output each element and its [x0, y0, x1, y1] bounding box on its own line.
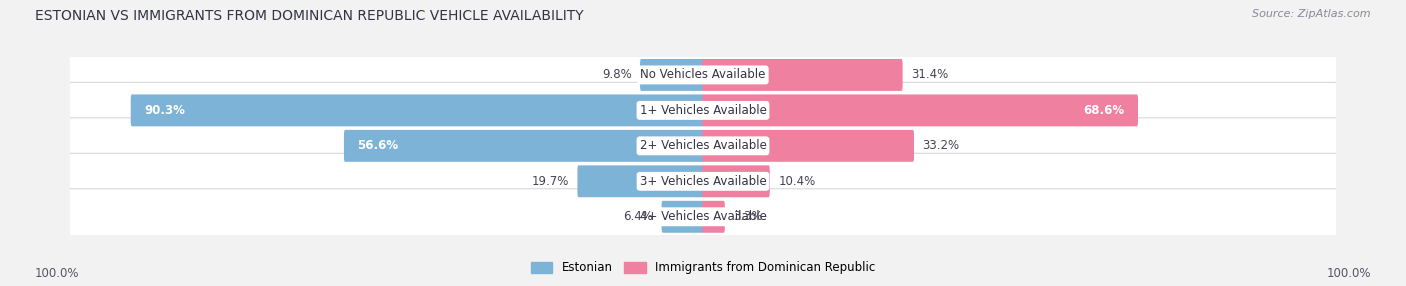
FancyBboxPatch shape	[640, 59, 704, 91]
FancyBboxPatch shape	[69, 118, 1337, 174]
Text: 10.4%: 10.4%	[779, 175, 815, 188]
Text: 1+ Vehicles Available: 1+ Vehicles Available	[640, 104, 766, 117]
Text: 100.0%: 100.0%	[1326, 267, 1371, 280]
Text: 56.6%: 56.6%	[357, 139, 399, 152]
FancyBboxPatch shape	[69, 153, 1337, 209]
Text: No Vehicles Available: No Vehicles Available	[640, 68, 766, 82]
Text: 33.2%: 33.2%	[922, 139, 960, 152]
Text: 3.3%: 3.3%	[734, 210, 763, 223]
Text: 3+ Vehicles Available: 3+ Vehicles Available	[640, 175, 766, 188]
FancyBboxPatch shape	[131, 94, 704, 126]
FancyBboxPatch shape	[702, 94, 1137, 126]
FancyBboxPatch shape	[69, 189, 1337, 245]
FancyBboxPatch shape	[702, 201, 725, 233]
FancyBboxPatch shape	[69, 82, 1337, 138]
FancyBboxPatch shape	[702, 59, 903, 91]
Text: 9.8%: 9.8%	[602, 68, 631, 82]
FancyBboxPatch shape	[578, 165, 704, 197]
FancyBboxPatch shape	[344, 130, 704, 162]
Text: 100.0%: 100.0%	[35, 267, 80, 280]
Text: 68.6%: 68.6%	[1083, 104, 1125, 117]
Legend: Estonian, Immigrants from Dominican Republic: Estonian, Immigrants from Dominican Repu…	[531, 261, 875, 274]
FancyBboxPatch shape	[69, 47, 1337, 103]
Text: Source: ZipAtlas.com: Source: ZipAtlas.com	[1253, 9, 1371, 19]
Text: 90.3%: 90.3%	[145, 104, 186, 117]
Text: 31.4%: 31.4%	[911, 68, 949, 82]
FancyBboxPatch shape	[702, 130, 914, 162]
Text: 19.7%: 19.7%	[531, 175, 569, 188]
Text: 6.4%: 6.4%	[623, 210, 652, 223]
Text: 2+ Vehicles Available: 2+ Vehicles Available	[640, 139, 766, 152]
FancyBboxPatch shape	[702, 165, 769, 197]
Text: ESTONIAN VS IMMIGRANTS FROM DOMINICAN REPUBLIC VEHICLE AVAILABILITY: ESTONIAN VS IMMIGRANTS FROM DOMINICAN RE…	[35, 9, 583, 23]
FancyBboxPatch shape	[662, 201, 704, 233]
Text: 4+ Vehicles Available: 4+ Vehicles Available	[640, 210, 766, 223]
